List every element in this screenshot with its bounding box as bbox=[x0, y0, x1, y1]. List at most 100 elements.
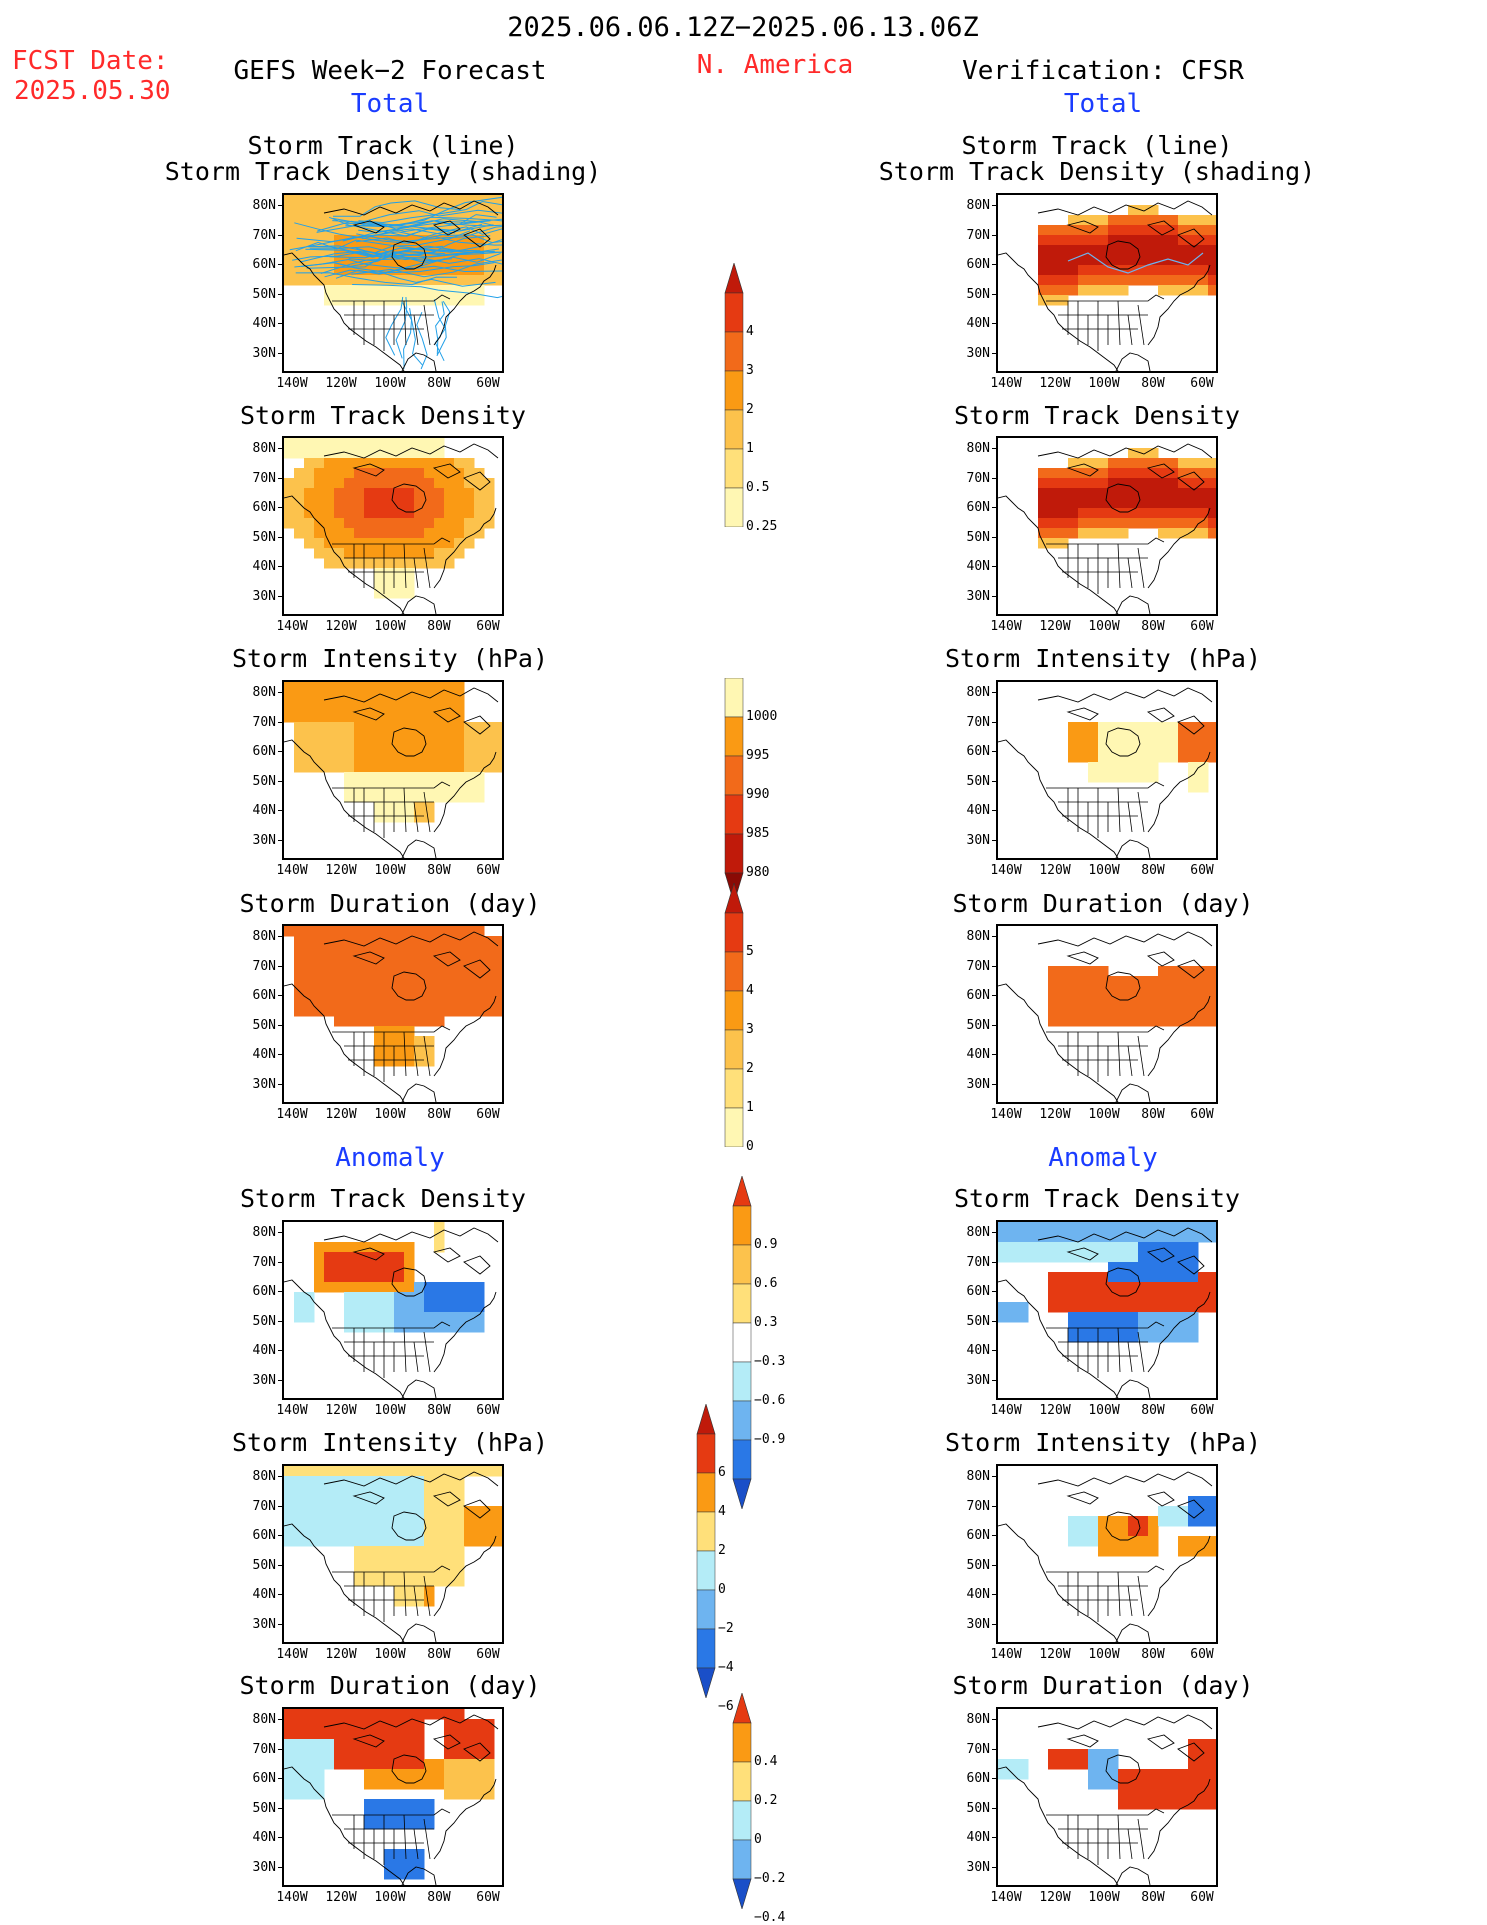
lon-label: 140W bbox=[990, 619, 1022, 634]
lat-label: 30N bbox=[966, 1076, 990, 1092]
lon-label: 100W bbox=[374, 863, 406, 878]
lon-label: 120W bbox=[325, 619, 357, 634]
lat-tick bbox=[992, 1024, 998, 1026]
lon-label: 120W bbox=[325, 376, 357, 391]
lat-tick bbox=[278, 839, 284, 841]
total-label-right: Total bbox=[1063, 89, 1143, 119]
lat-label: 40N bbox=[252, 1830, 276, 1845]
lon-label: 80W bbox=[427, 376, 451, 391]
lat-tick bbox=[278, 507, 284, 508]
lat-tick bbox=[992, 965, 998, 967]
gefs-density-map bbox=[282, 436, 504, 616]
lon-label: 60W bbox=[1190, 1890, 1214, 1905]
title-right-duration-anom: Storm Duration (day) bbox=[952, 1671, 1254, 1700]
lon-label: 100W bbox=[374, 1403, 406, 1418]
lat-label: 80N bbox=[966, 685, 990, 700]
gefs-title: GEFS Week−2 Forecast bbox=[233, 56, 547, 86]
lat-tick bbox=[278, 692, 284, 693]
colorbar-duration-anom bbox=[732, 1691, 752, 1913]
lat-tick bbox=[278, 1594, 284, 1595]
lat-tick bbox=[992, 1866, 998, 1868]
lat-tick bbox=[278, 1837, 284, 1838]
lon-label: 140W bbox=[276, 863, 308, 878]
lon-label: 100W bbox=[374, 376, 406, 391]
lon-label: 120W bbox=[325, 863, 357, 878]
lat-label: 60N bbox=[966, 1771, 990, 1786]
lat-label: 70N bbox=[966, 227, 990, 243]
title-right-density-anom: Storm Track Density bbox=[954, 1184, 1240, 1213]
lon-label: 120W bbox=[1039, 1403, 1071, 1418]
lat-label: 40N bbox=[966, 1047, 990, 1062]
lat-tick bbox=[278, 1866, 284, 1868]
lat-label: 60N bbox=[252, 257, 276, 272]
lat-label: 50N bbox=[966, 1313, 990, 1329]
colorbar-label: 1 bbox=[746, 441, 754, 456]
title-left-intensity: Storm Intensity (hPa) bbox=[231, 644, 549, 673]
colorbar-label: −0.2 bbox=[754, 1871, 786, 1886]
colorbar-label: 0.2 bbox=[754, 1793, 778, 1808]
lat-tick bbox=[278, 1535, 284, 1536]
fcst-date-value: 2025.05.30 bbox=[14, 76, 171, 106]
lat-label: 80N bbox=[252, 929, 276, 944]
lon-label: 100W bbox=[1088, 1647, 1120, 1662]
lat-tick bbox=[278, 1748, 284, 1750]
lat-tick bbox=[992, 751, 998, 752]
colorbar-label: 0.3 bbox=[754, 1315, 778, 1330]
lat-tick bbox=[278, 1350, 284, 1351]
colorbar-label: −0.6 bbox=[754, 1393, 786, 1408]
lon-label: 60W bbox=[1190, 1647, 1214, 1662]
title-left-track-line: Storm Track (line) bbox=[247, 131, 519, 160]
lat-tick bbox=[278, 566, 284, 567]
lat-label: 80N bbox=[252, 198, 276, 213]
lat-tick bbox=[992, 595, 998, 597]
lat-tick bbox=[992, 448, 998, 449]
colorbar-label: −0.3 bbox=[754, 1354, 786, 1369]
lat-label: 80N bbox=[966, 441, 990, 456]
title-right-track-shading: Storm Track Density (shading) bbox=[878, 157, 1316, 186]
lat-label: 80N bbox=[252, 1469, 276, 1484]
colorbar-label: 3 bbox=[746, 1022, 754, 1037]
colorbar-label: 4 bbox=[746, 324, 754, 339]
colorbar-label: 980 bbox=[746, 865, 770, 880]
lon-label: 140W bbox=[990, 1107, 1022, 1122]
lat-tick bbox=[992, 936, 998, 937]
lon-label: 60W bbox=[476, 863, 500, 878]
gefs-duration-anom-map bbox=[282, 1707, 504, 1887]
lat-label: 70N bbox=[966, 714, 990, 730]
lat-label: 50N bbox=[252, 1313, 276, 1329]
lon-label: 140W bbox=[276, 1890, 308, 1905]
lat-label: 80N bbox=[966, 1712, 990, 1727]
lat-label: 40N bbox=[252, 803, 276, 818]
lat-label: 30N bbox=[252, 1616, 276, 1632]
cfsr-intensity-anom-map bbox=[996, 1464, 1218, 1644]
lon-label: 60W bbox=[476, 376, 500, 391]
colorbar-label: 0 bbox=[746, 1139, 754, 1154]
lat-label: 60N bbox=[966, 988, 990, 1003]
lat-label: 80N bbox=[252, 685, 276, 700]
lat-label: 70N bbox=[966, 1741, 990, 1757]
lat-tick bbox=[992, 1748, 998, 1750]
lat-tick bbox=[278, 1719, 284, 1720]
lat-tick bbox=[278, 810, 284, 811]
lat-label: 80N bbox=[252, 441, 276, 456]
lat-label: 50N bbox=[252, 286, 276, 302]
lat-label: 70N bbox=[966, 1254, 990, 1270]
lat-tick bbox=[278, 1564, 284, 1566]
lon-label: 60W bbox=[476, 619, 500, 634]
lon-label: 80W bbox=[1141, 376, 1165, 391]
lon-label: 140W bbox=[990, 376, 1022, 391]
gefs-track-map bbox=[282, 193, 504, 373]
lat-tick bbox=[992, 1505, 998, 1507]
lat-label: 40N bbox=[966, 1343, 990, 1358]
lat-tick bbox=[992, 1261, 998, 1263]
lat-label: 60N bbox=[252, 1771, 276, 1786]
colorbar-label: 5 bbox=[746, 944, 754, 959]
lat-tick bbox=[278, 205, 284, 206]
lon-label: 60W bbox=[1190, 1403, 1214, 1418]
lat-tick bbox=[278, 1320, 284, 1322]
lat-label: 50N bbox=[252, 1017, 276, 1033]
colorbar-label: 985 bbox=[746, 826, 770, 841]
lat-label: 50N bbox=[966, 1557, 990, 1573]
lat-tick bbox=[278, 536, 284, 538]
lon-label: 140W bbox=[990, 863, 1022, 878]
